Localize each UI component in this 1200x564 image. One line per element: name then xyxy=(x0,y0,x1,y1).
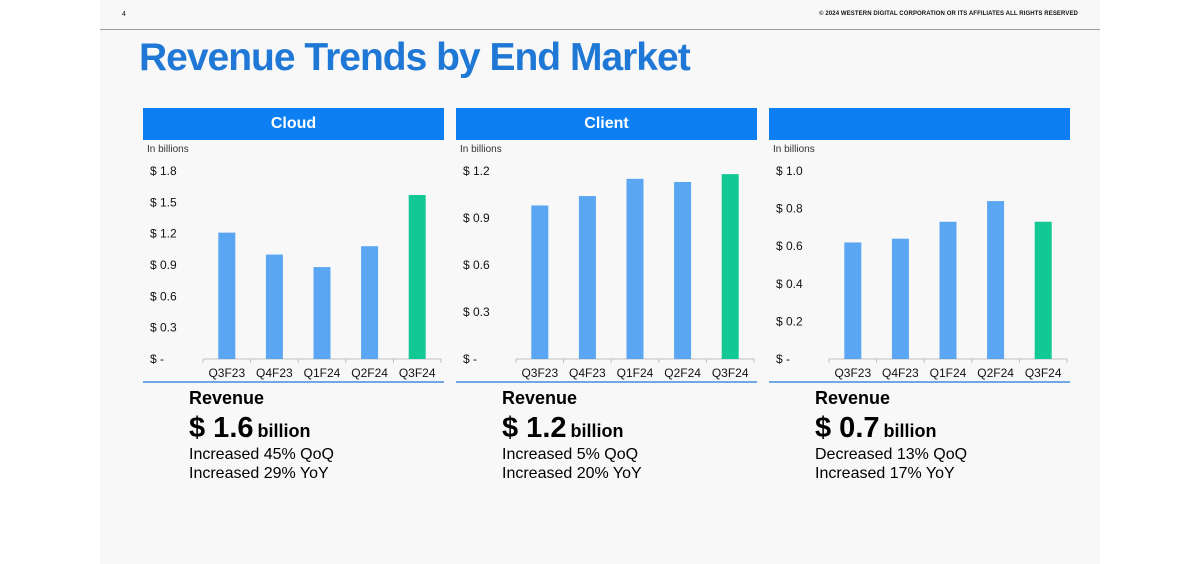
page-number: 4 xyxy=(122,11,126,18)
yoy-change: Increased 20% YoY xyxy=(502,465,642,482)
revenue-label: Revenue xyxy=(502,388,578,408)
revenue-value: $ 1.6 xyxy=(189,412,254,444)
revenue-amount: $ 1.6 billion xyxy=(189,412,334,445)
x-tick-label: Q3F23 xyxy=(208,366,245,380)
x-tick-label: Q2F24 xyxy=(351,366,388,380)
x-tick-label: Q3F23 xyxy=(521,366,558,380)
revenue-label: Revenue xyxy=(815,388,891,408)
qoq-change: Increased 45% QoQ xyxy=(189,446,334,463)
panel-third-market: In billions $ - $ 0.2 $ 0.4 $ 0.6 $ 0.8 $ 1.0… xyxy=(769,108,1071,498)
bar-chart-third-market: $ - $ 0.2 $ 0.4 $ 0.6 $ 0.8 $ 1.0 Q3F23 Q4F23 Q1… xyxy=(769,164,1070,383)
x-tick-label: Q3F23 xyxy=(834,366,871,380)
x-tick-label: Q1F24 xyxy=(930,366,967,380)
bar xyxy=(891,238,909,359)
bar xyxy=(721,174,739,359)
x-tick-label: Q4F23 xyxy=(569,366,606,380)
panel-cloud: Cloud In billions $ - $ 0.3 $ 0.6 $ 0.9 $ 1.… xyxy=(143,108,445,498)
y-tick-label: $ - xyxy=(463,352,477,366)
revenue-unit: billion xyxy=(883,421,937,441)
y-tick-label: $ 1.0 xyxy=(776,164,803,178)
revenue-value: $ 1.2 xyxy=(502,412,567,444)
unit-label: In billions xyxy=(460,144,502,155)
bar xyxy=(844,242,862,359)
y-tick-label: $ 1.8 xyxy=(150,164,177,178)
revenue-amount: $ 1.2 billion xyxy=(502,412,642,445)
revenue-value: $ 0.7 xyxy=(815,412,880,444)
revenue-summary: Revenue $ 1.6 billion Increased 45% QoQ I… xyxy=(189,388,334,483)
x-tick-label: Q3F24 xyxy=(399,366,436,380)
y-tick-label: $ 0.2 xyxy=(776,314,803,328)
y-tick-label: $ 0.3 xyxy=(463,305,490,319)
qoq-change: Decreased 13% QoQ xyxy=(815,446,968,463)
x-tick-label: Q1F24 xyxy=(304,366,341,380)
bar xyxy=(987,201,1005,359)
panel-header: Client xyxy=(456,108,757,140)
y-tick-label: $ - xyxy=(150,352,164,366)
slide: 4 © 2024 WESTERN DIGITAL CORPORATION OR … xyxy=(100,0,1100,564)
yoy-change: Increased 29% YoY xyxy=(189,465,329,482)
panel-header xyxy=(769,108,1070,140)
revenue-unit: billion xyxy=(257,421,311,441)
revenue-amount: $ 0.7 billion xyxy=(815,412,967,445)
y-tick-label: $ - xyxy=(776,352,790,366)
unit-label: In billions xyxy=(773,144,815,155)
bar xyxy=(1034,221,1052,359)
x-tick-label: Q3F24 xyxy=(712,366,749,380)
x-tick-label: Q1F24 xyxy=(617,366,654,380)
bar xyxy=(408,195,426,359)
y-tick-label: $ 1.2 xyxy=(150,227,177,241)
y-tick-label: $ 0.9 xyxy=(463,211,490,225)
revenue-summary: Revenue $ 0.7 billion Decreased 13% QoQ I… xyxy=(815,388,967,483)
bar xyxy=(218,232,236,359)
y-tick-label: $ 0.6 xyxy=(463,258,490,272)
unit-label: In billions xyxy=(147,144,189,155)
y-tick-label: $ 0.3 xyxy=(150,321,177,335)
y-tick-label: $ 1.5 xyxy=(150,195,177,209)
bar xyxy=(265,254,283,359)
y-tick-label: $ 0.6 xyxy=(776,239,803,253)
bar xyxy=(674,181,692,359)
bar-chart-cloud: $ - $ 0.3 $ 0.6 $ 0.9 $ 1.2 $ 1.5 $ 1.8 Q3F23 Q4… xyxy=(143,164,444,383)
yoy-change: Increased 17% YoY xyxy=(815,465,955,482)
bar xyxy=(313,267,331,359)
y-tick-label: $ 0.8 xyxy=(776,202,803,216)
x-tick-label: Q4F23 xyxy=(256,366,293,380)
x-tick-label: Q3F24 xyxy=(1025,366,1062,380)
x-tick-label: Q2F24 xyxy=(664,366,701,380)
y-tick-label: $ 0.6 xyxy=(150,289,177,303)
y-tick-label: $ 0.4 xyxy=(776,277,803,291)
revenue-summary: Revenue $ 1.2 billion Increased 5% QoQ In… xyxy=(502,388,642,483)
y-tick-label: $ 0.9 xyxy=(150,258,177,272)
panel-header: Cloud xyxy=(143,108,444,140)
panel-client: Client In billions $ - $ 0.3 $ 0.6 $ 0.9 $ 1… xyxy=(456,108,758,498)
bar xyxy=(361,246,379,359)
y-tick-label: $ 1.2 xyxy=(463,164,490,178)
bar xyxy=(531,205,549,359)
bar xyxy=(626,178,644,359)
bar xyxy=(578,196,596,359)
bar-chart-client: $ - $ 0.3 $ 0.6 $ 0.9 $ 1.2 Q3F23 Q4F23 Q1F24 Q2… xyxy=(456,164,757,383)
revenue-label: Revenue xyxy=(189,388,265,408)
x-tick-label: Q2F24 xyxy=(977,366,1014,380)
header-divider xyxy=(100,29,1100,30)
qoq-change: Increased 5% QoQ xyxy=(502,446,639,463)
page-title: Revenue Trends by End Market xyxy=(139,36,691,79)
x-tick-label: Q4F23 xyxy=(882,366,919,380)
revenue-unit: billion xyxy=(570,421,624,441)
copyright-notice: © 2024 WESTERN DIGITAL CORPORATION OR IT… xyxy=(819,11,1078,17)
bar xyxy=(939,221,957,359)
